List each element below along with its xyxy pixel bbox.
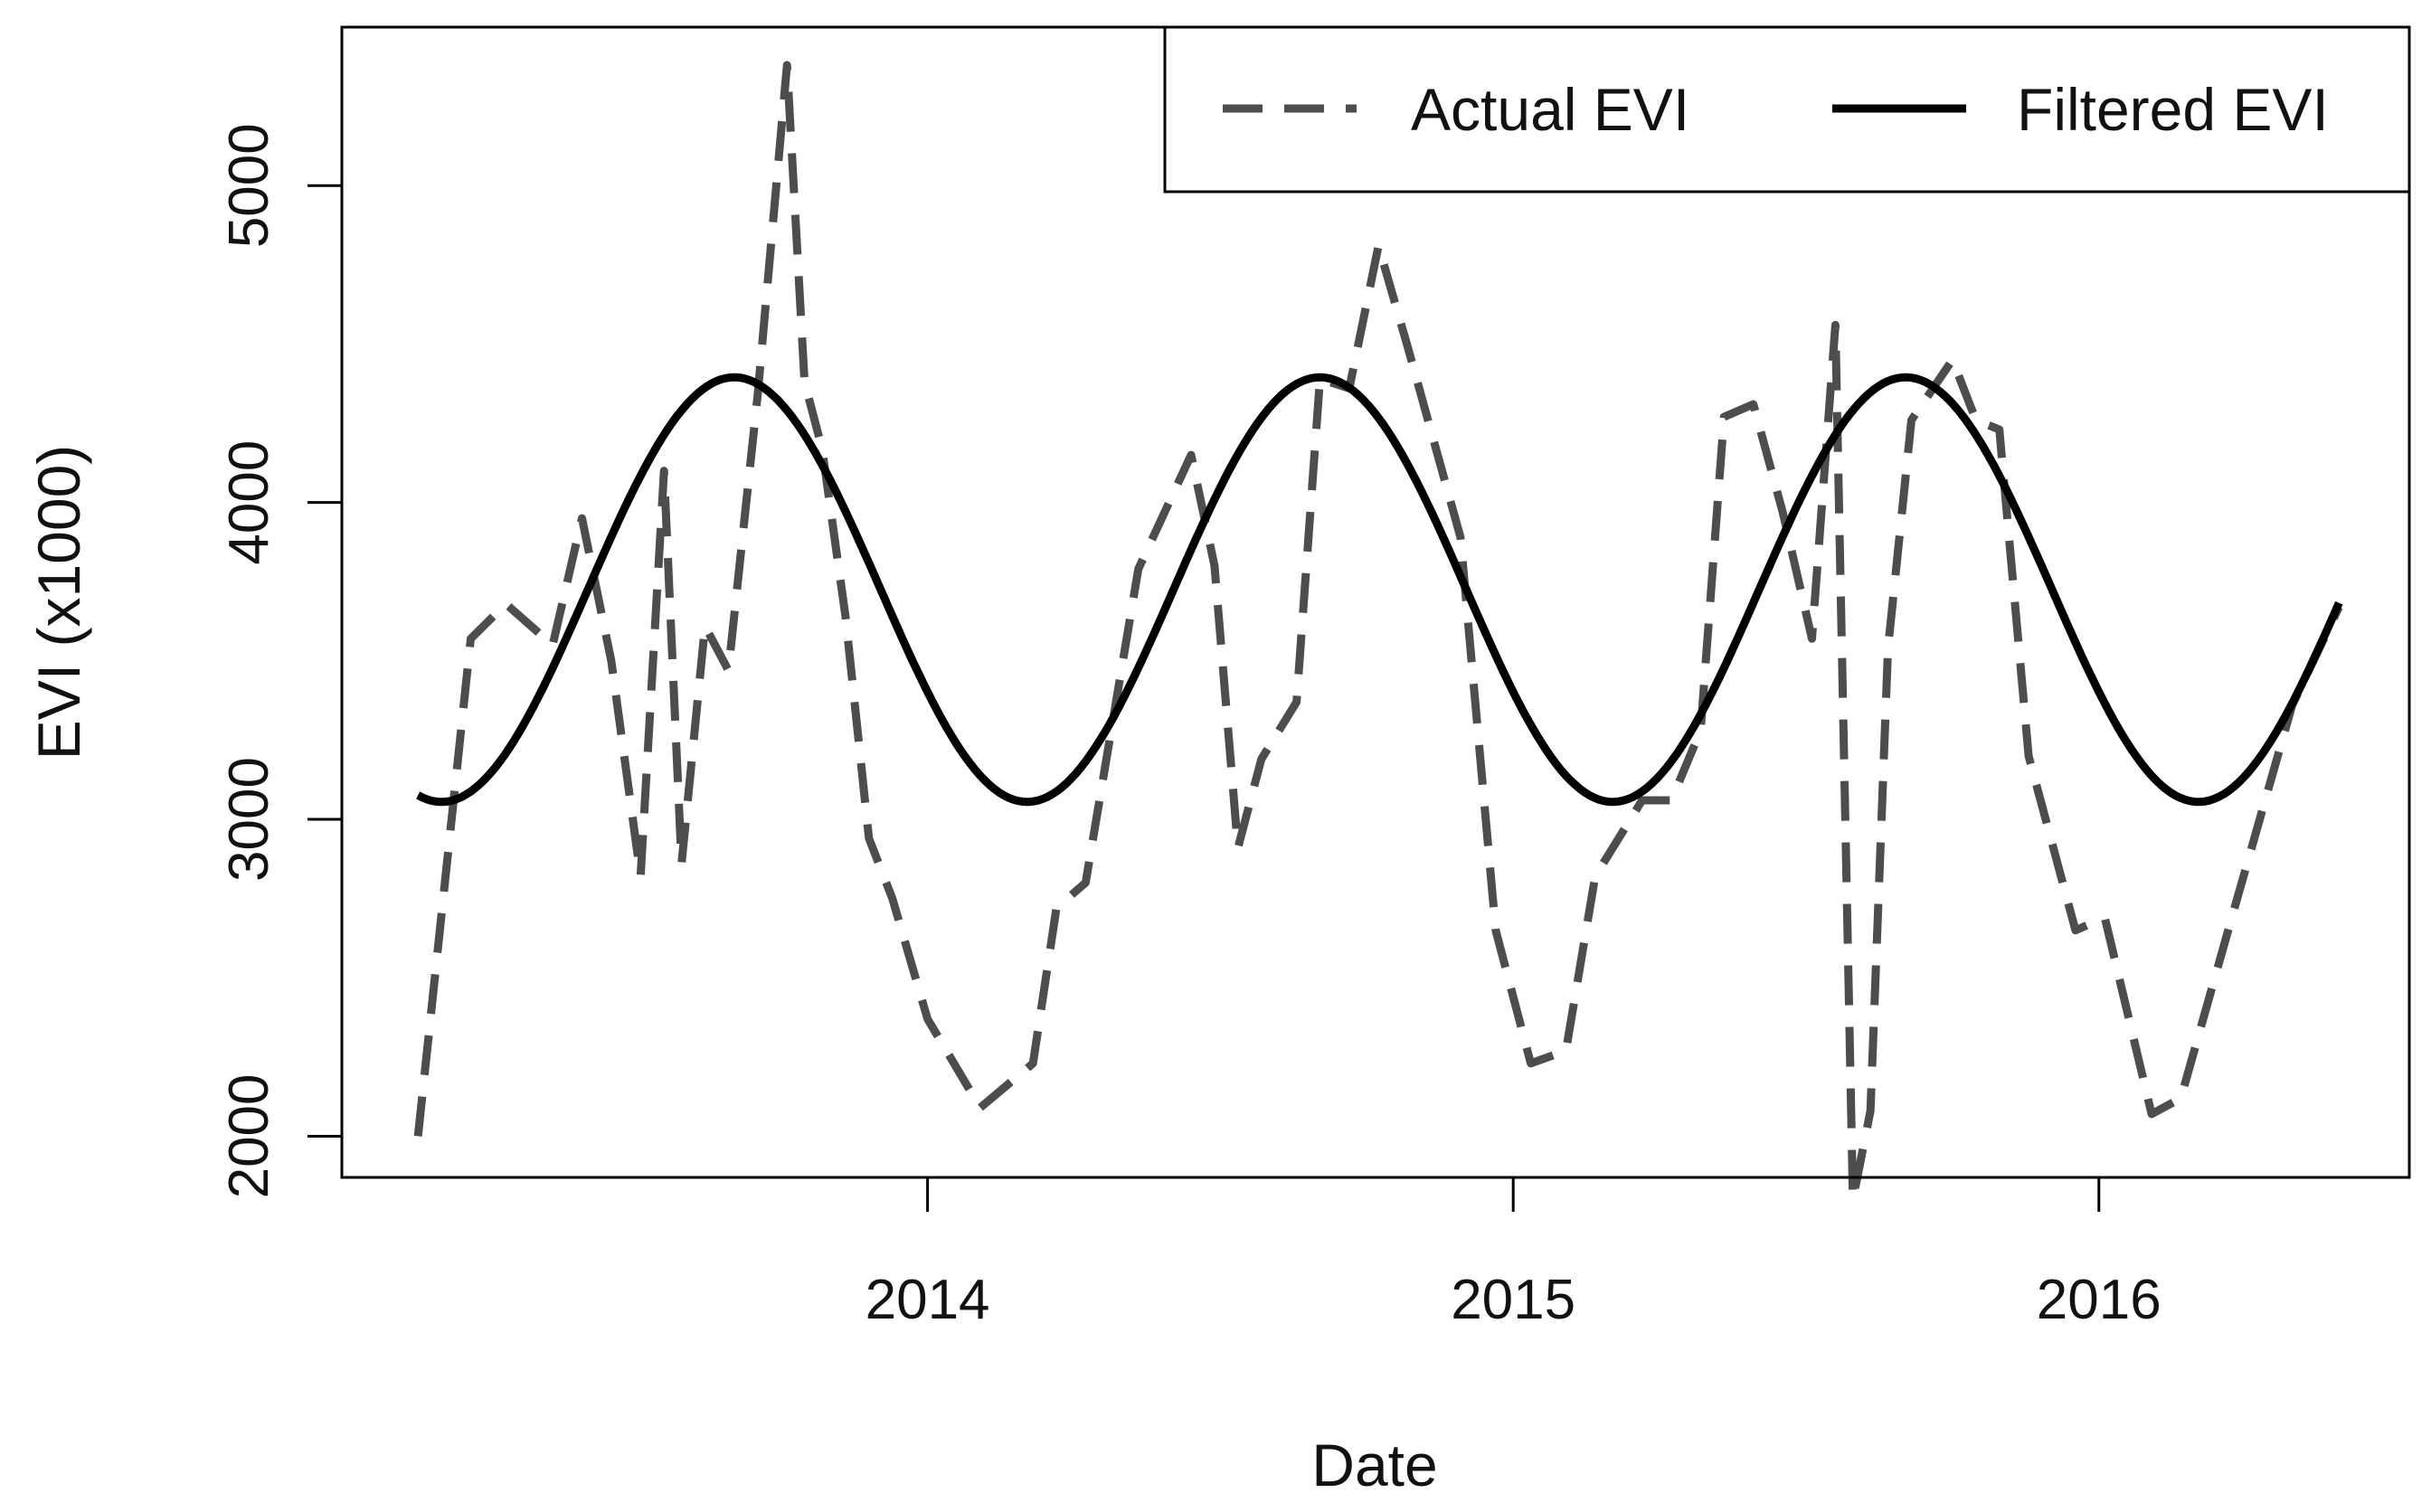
x-tick-label: 2015: [1451, 1269, 1575, 1331]
line-filtered-evi: [416, 373, 2343, 807]
series-actual-evi: [413, 61, 2343, 1204]
y-tick-label: 3000: [218, 757, 280, 882]
series-filtered-evi: [416, 373, 2343, 807]
y-tick-label: 4000: [218, 440, 280, 565]
y-axis: 2000 3000 4000 5000: [218, 123, 344, 1198]
y-tick-label: 5000: [218, 123, 280, 248]
x-axis: 2014 2015 2016: [866, 1176, 2161, 1331]
legend: Actual EVI Filtered EVI: [1163, 25, 2411, 194]
plot-frame: [340, 25, 2411, 1179]
legend-label-actual-evi: Actual EVI: [1411, 76, 1689, 143]
line-actual-evi: [413, 61, 2343, 1204]
y-axis-title: EVI (x1000): [25, 445, 92, 761]
y-tick-label: 2000: [218, 1073, 280, 1198]
x-axis-title: Date: [1311, 1432, 1437, 1498]
x-tick-label: 2014: [866, 1269, 990, 1331]
legend-box: [1163, 25, 2411, 194]
x-tick-label: 2016: [2037, 1269, 2161, 1331]
legend-label-filtered-evi: Filtered EVI: [2017, 76, 2329, 143]
